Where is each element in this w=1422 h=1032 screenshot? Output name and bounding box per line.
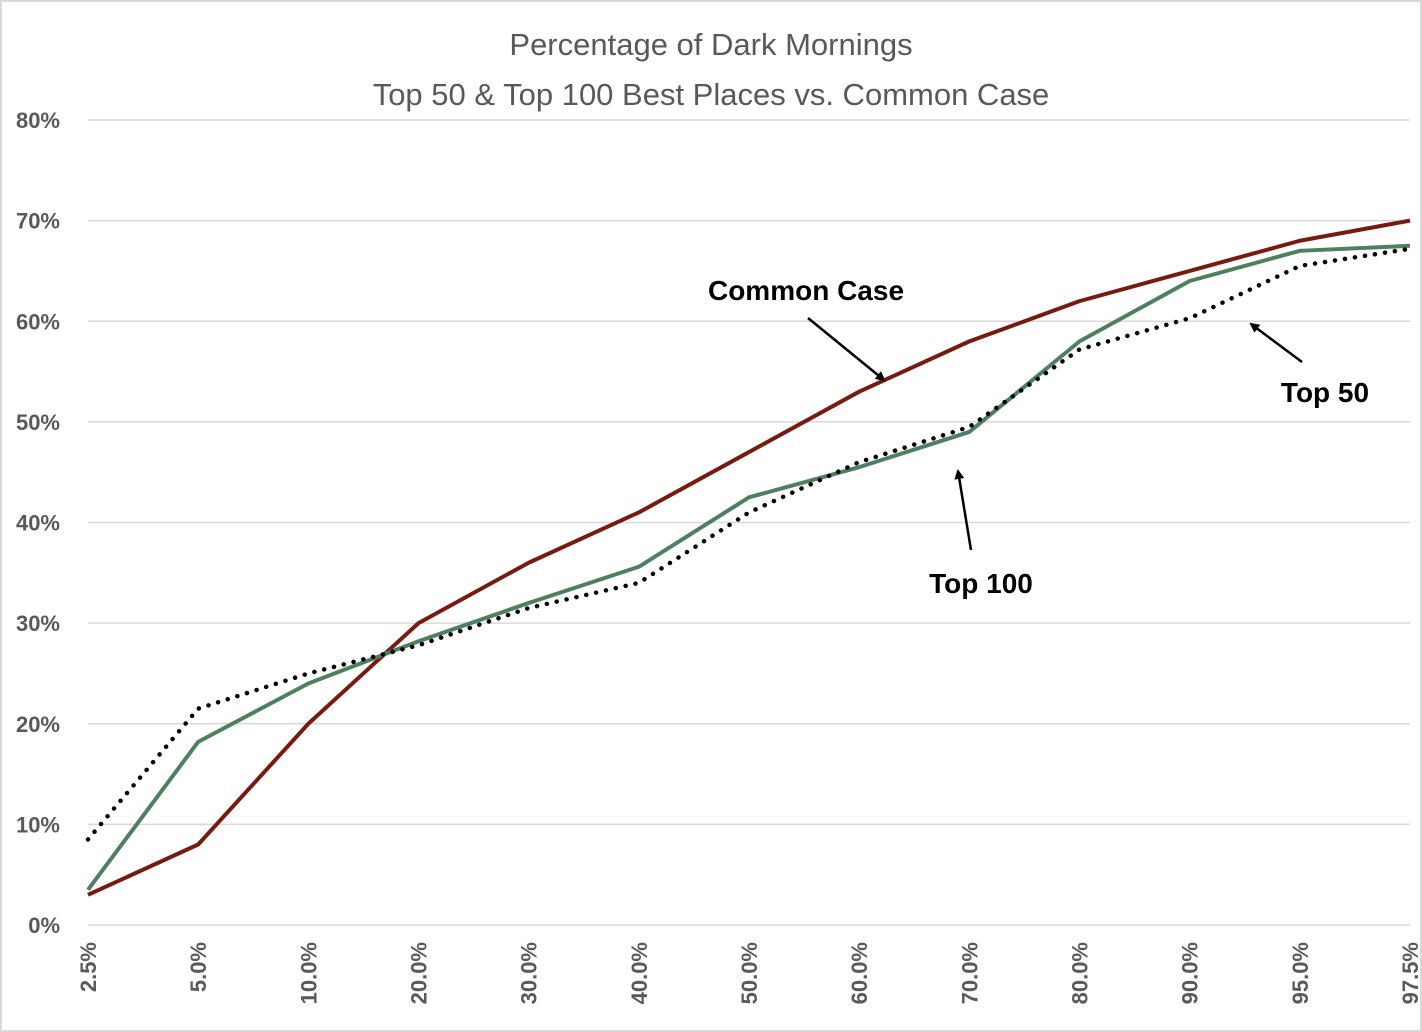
- y-tick-label: 70%: [16, 209, 60, 234]
- annotation-arrow-common-case: [807, 317, 886, 382]
- y-tick-label: 20%: [16, 712, 60, 737]
- x-tick-label: 97.5%: [1398, 942, 1422, 1004]
- x-tick-label: 20.0%: [407, 942, 432, 1004]
- x-tick-label: 80.0%: [1068, 942, 1093, 1004]
- annotation-common-case: Common Case: [708, 275, 904, 306]
- annotation-arrow-top-50: [1249, 322, 1303, 364]
- y-tick-label: 60%: [16, 309, 60, 334]
- x-tick-label: 50.0%: [737, 942, 762, 1004]
- annotation-top-50: Top 50: [1281, 377, 1369, 408]
- x-tick-label: 10.0%: [296, 942, 321, 1004]
- y-tick-label: 10%: [16, 812, 60, 837]
- x-tick-label: 95.0%: [1288, 942, 1313, 1004]
- y-tick-label: 80%: [16, 108, 60, 133]
- x-tick-label: 40.0%: [627, 942, 652, 1004]
- x-tick-label: 70.0%: [957, 942, 982, 1004]
- chart-title-line-1: Percentage of Dark Mornings: [509, 27, 912, 62]
- x-tick-label: 5.0%: [186, 942, 211, 992]
- x-tick-label: 90.0%: [1178, 942, 1203, 1004]
- chart-title-line-2: Top 50 & Top 100 Best Places vs. Common …: [373, 77, 1050, 112]
- y-tick-label: 0%: [28, 913, 60, 938]
- y-tick-label: 50%: [16, 410, 60, 435]
- x-tick-label: 2.5%: [76, 942, 101, 992]
- annotation-arrow-top-100: [954, 469, 973, 551]
- y-tick-label: 40%: [16, 511, 60, 536]
- y-tick-label: 30%: [16, 611, 60, 636]
- annotation-top-100: Top 100: [929, 568, 1033, 599]
- x-tick-label: 60.0%: [847, 942, 872, 1004]
- x-tick-label: 30.0%: [517, 942, 542, 1004]
